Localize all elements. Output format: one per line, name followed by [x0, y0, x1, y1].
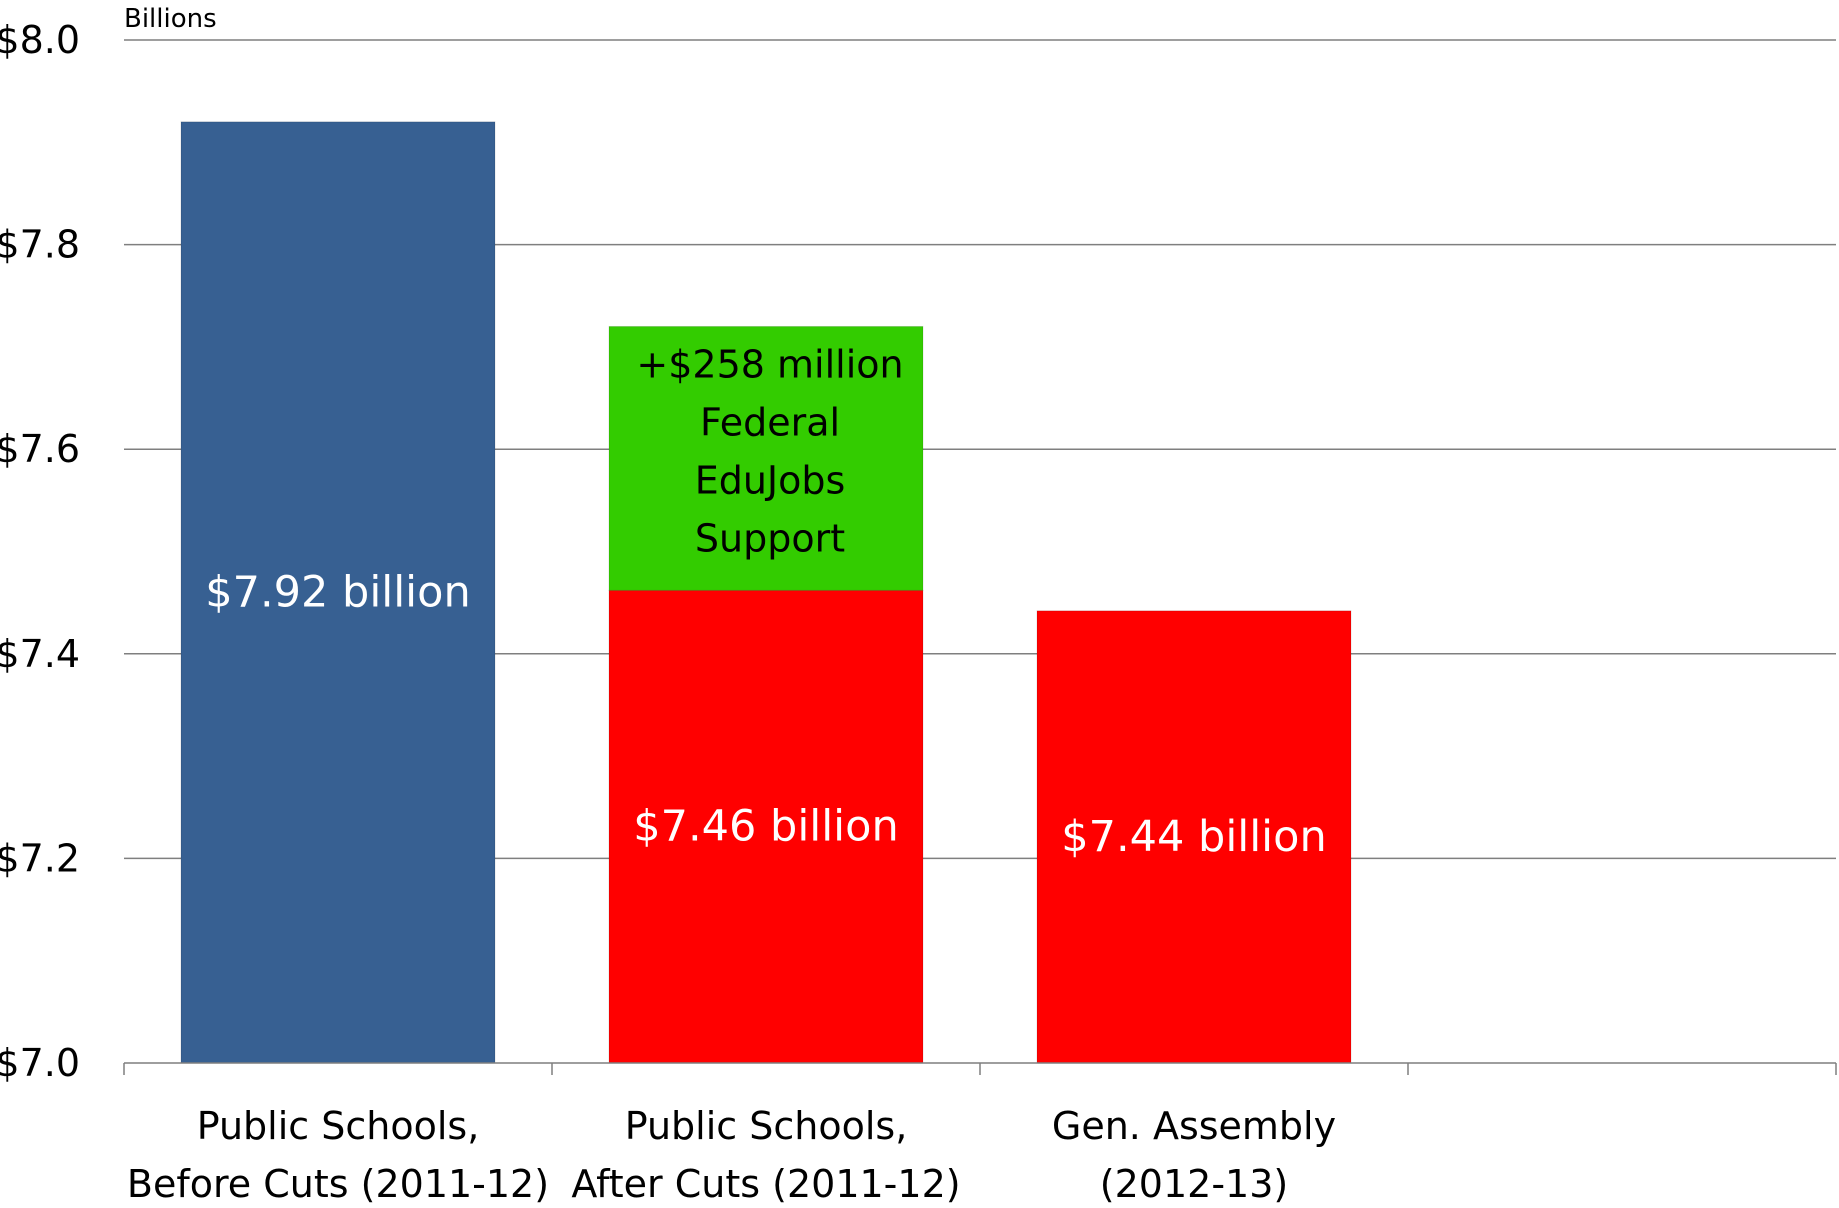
x-category-label: Before Cuts (2011-12): [127, 1162, 549, 1203]
bar-value-label: $7.46 billion: [633, 802, 898, 852]
y-tick-label: $8.0: [0, 18, 80, 62]
y-tick-label: $7.2: [0, 836, 80, 880]
bar-value-label: $7.44 billion: [1061, 812, 1326, 862]
axes: [123, 1062, 1837, 1075]
bar-value-label: Federal: [700, 400, 840, 444]
bar-value-label: Support: [695, 516, 845, 560]
x-category-label: (2012-13): [1100, 1162, 1288, 1203]
bar-value-label: +$258 million: [636, 342, 903, 386]
x-category-label: Gen. Assembly: [1052, 1104, 1336, 1148]
y-unit-label: Billions: [124, 4, 217, 34]
bar-segment: [180, 121, 496, 1064]
y-tick-label: $7.6: [0, 427, 80, 471]
x-category-label: Public Schools,: [625, 1104, 908, 1148]
bar-segment: [608, 589, 924, 1064]
x-category-label: Public Schools,: [197, 1104, 480, 1148]
bar-value-label: $7.92 billion: [205, 567, 470, 617]
y-tick-label: $7.4: [0, 632, 80, 676]
bar-segment: [608, 325, 924, 591]
bars: [180, 121, 1352, 1064]
bar-value-label: EduJobs: [695, 458, 846, 502]
labels: $7.0 $7.2 $7.4 $7.6 $7.8 $8.0 Billions $7.92 bi…: [0, 4, 1336, 1206]
y-tick-label: $7.8: [0, 223, 80, 267]
x-category-label: After Cuts (2011-12): [571, 1162, 960, 1203]
bar-segment: [1036, 610, 1352, 1064]
y-tick-label: $7.0: [0, 1041, 80, 1085]
